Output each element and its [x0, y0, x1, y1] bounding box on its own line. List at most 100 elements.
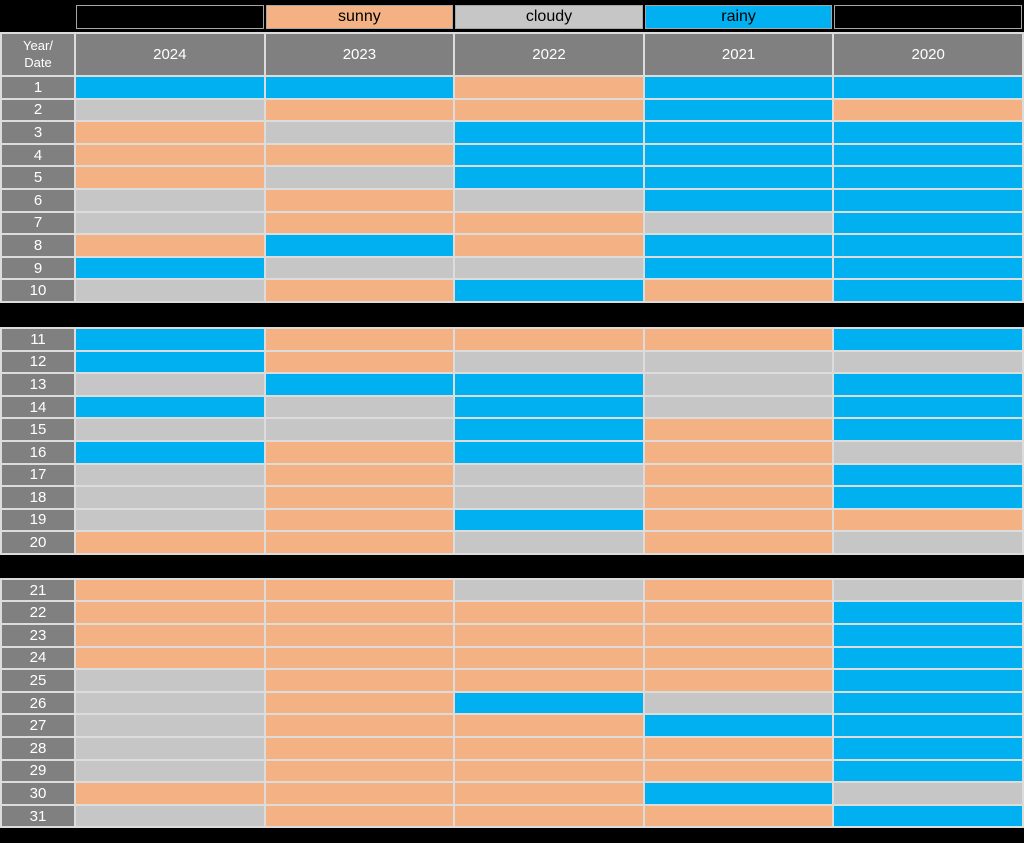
- weather-cell-2023-day1-rainy: [265, 77, 454, 98]
- legend-spacer: [2, 5, 74, 29]
- weather-cell-2020-day3-rainy: [834, 122, 1022, 143]
- date-label-3: 3: [2, 122, 74, 143]
- date-label-10: 10: [2, 280, 74, 301]
- weather-cell-2020-day13-rainy: [834, 374, 1022, 395]
- weather-cell-2024-day13-cloudy: [76, 374, 264, 395]
- date-label-1: 1: [2, 77, 74, 98]
- weather-cell-2021-day24-sunny: [644, 647, 833, 669]
- date-label-28: 28: [2, 738, 74, 759]
- weather-cell-2021-day16-sunny: [644, 441, 833, 463]
- weather-cell-2020-day12-cloudy: [834, 351, 1022, 373]
- weather-cell-2023-day4-sunny: [265, 144, 454, 166]
- weather-cell-2022-day27-sunny: [455, 715, 643, 737]
- weather-cell-2021-day23-sunny: [644, 625, 833, 646]
- weather-cell-2024-day23-sunny: [76, 625, 264, 646]
- weather-cell-2021-day30-rainy: [644, 783, 833, 804]
- weather-cell-2024-day18-cloudy: [76, 487, 264, 508]
- weather-cell-2020-day1-rainy: [834, 77, 1022, 98]
- weather-cell-2021-day14-cloudy: [644, 396, 833, 418]
- date-label-5: 5: [2, 167, 74, 188]
- weather-cell-2022-day24-sunny: [455, 647, 643, 669]
- weather-cell-2020-day16-cloudy: [834, 441, 1022, 463]
- date-label-16: 16: [2, 441, 74, 463]
- date-label-20: 20: [2, 532, 74, 553]
- date-label-13: 13: [2, 374, 74, 395]
- corner-header-line1: Year/: [23, 37, 53, 53]
- weather-cell-2022-day2-sunny: [455, 99, 643, 121]
- weather-cell-2020-day11-rainy: [834, 328, 1022, 350]
- weather-cell-2022-day23-sunny: [455, 625, 643, 646]
- weather-cell-2020-day26-rainy: [834, 692, 1022, 714]
- weather-cell-2023-day22-sunny: [265, 602, 454, 624]
- date-label-22: 22: [2, 602, 74, 624]
- weather-cell-2023-day15-cloudy: [265, 419, 454, 440]
- weather-cell-2020-day10-rainy: [834, 280, 1022, 301]
- date-label-18: 18: [2, 487, 74, 508]
- weather-cell-2020-day14-rainy: [834, 396, 1022, 418]
- weather-cell-2021-day12-cloudy: [644, 351, 833, 373]
- date-label-2: 2: [2, 99, 74, 121]
- weather-cell-2021-day18-sunny: [644, 487, 833, 508]
- date-label-6: 6: [2, 189, 74, 211]
- weather-cell-2020-day18-rainy: [834, 487, 1022, 508]
- date-label-4: 4: [2, 144, 74, 166]
- date-label-15: 15: [2, 419, 74, 440]
- weather-cell-2023-day12-sunny: [265, 351, 454, 373]
- weather-cell-2022-day26-rainy: [455, 692, 643, 714]
- weather-cell-2024-day9-rainy: [76, 257, 264, 279]
- weather-cell-2021-day26-cloudy: [644, 692, 833, 714]
- weather-cell-2023-day10-sunny: [265, 280, 454, 301]
- weather-cell-2021-day31-sunny: [644, 805, 833, 827]
- weather-cell-2023-day20-sunny: [265, 532, 454, 553]
- corner-header-line2: Date: [24, 54, 52, 70]
- year-header-2021: 2021: [644, 34, 833, 75]
- date-label-19: 19: [2, 509, 74, 531]
- weather-cell-2022-day12-cloudy: [455, 351, 643, 373]
- weather-cell-2023-day23-sunny: [265, 625, 454, 646]
- weather-cell-2024-day1-rainy: [76, 77, 264, 98]
- date-label-12: 12: [2, 351, 74, 373]
- weather-cell-2021-day5-rainy: [644, 167, 833, 188]
- weather-cell-2024-day2-cloudy: [76, 99, 264, 121]
- weather-cell-2023-day2-sunny: [265, 99, 454, 121]
- date-label-21: 21: [2, 579, 74, 601]
- weather-cell-2024-day16-rainy: [76, 441, 264, 463]
- weather-cell-2020-day9-rainy: [834, 257, 1022, 279]
- weather-cell-2020-day19-sunny: [834, 509, 1022, 531]
- weather-cell-2023-day28-sunny: [265, 738, 454, 759]
- weather-cell-2022-day29-sunny: [455, 760, 643, 782]
- weather-cell-2020-day6-rainy: [834, 189, 1022, 211]
- year-header-2022: 2022: [455, 34, 643, 75]
- weather-cell-2022-day8-sunny: [455, 235, 643, 256]
- weather-cell-2022-day7-sunny: [455, 212, 643, 234]
- weather-cell-2023-day3-cloudy: [265, 122, 454, 143]
- weather-cell-2022-day6-cloudy: [455, 189, 643, 211]
- weather-cell-2021-day25-sunny: [644, 670, 833, 691]
- legend-item-sunny: sunny: [265, 5, 454, 29]
- weather-cell-2024-day21-sunny: [76, 579, 264, 601]
- weather-cell-2024-day15-cloudy: [76, 419, 264, 440]
- weather-cell-2022-day1-sunny: [455, 77, 643, 98]
- weather-cell-2021-day11-sunny: [644, 328, 833, 350]
- weather-cell-2020-day8-rainy: [834, 235, 1022, 256]
- weather-cell-2020-day21-cloudy: [834, 579, 1022, 601]
- year-header-2023: 2023: [265, 34, 454, 75]
- weather-cell-2020-day17-rainy: [834, 464, 1022, 486]
- weather-cell-2022-day25-sunny: [455, 670, 643, 691]
- weather-cell-2021-day22-sunny: [644, 602, 833, 624]
- weather-cell-2022-day4-rainy: [455, 144, 643, 166]
- weather-cell-2021-day8-rainy: [644, 235, 833, 256]
- weather-cell-2020-day2-sunny: [834, 99, 1022, 121]
- weather-cell-2022-day22-sunny: [455, 602, 643, 624]
- weather-cell-2023-day21-sunny: [265, 579, 454, 601]
- weather-cell-2024-day29-cloudy: [76, 760, 264, 782]
- weather-cell-2023-day6-sunny: [265, 189, 454, 211]
- weather-cell-2020-day4-rainy: [834, 144, 1022, 166]
- weather-cell-2021-day7-cloudy: [644, 212, 833, 234]
- date-label-23: 23: [2, 625, 74, 646]
- weather-cell-2022-day9-cloudy: [455, 257, 643, 279]
- weather-cell-2022-day21-cloudy: [455, 579, 643, 601]
- year-header-2024: 2024: [76, 34, 264, 75]
- weather-cell-2022-day30-sunny: [455, 783, 643, 804]
- legend-blank-right: [834, 5, 1022, 29]
